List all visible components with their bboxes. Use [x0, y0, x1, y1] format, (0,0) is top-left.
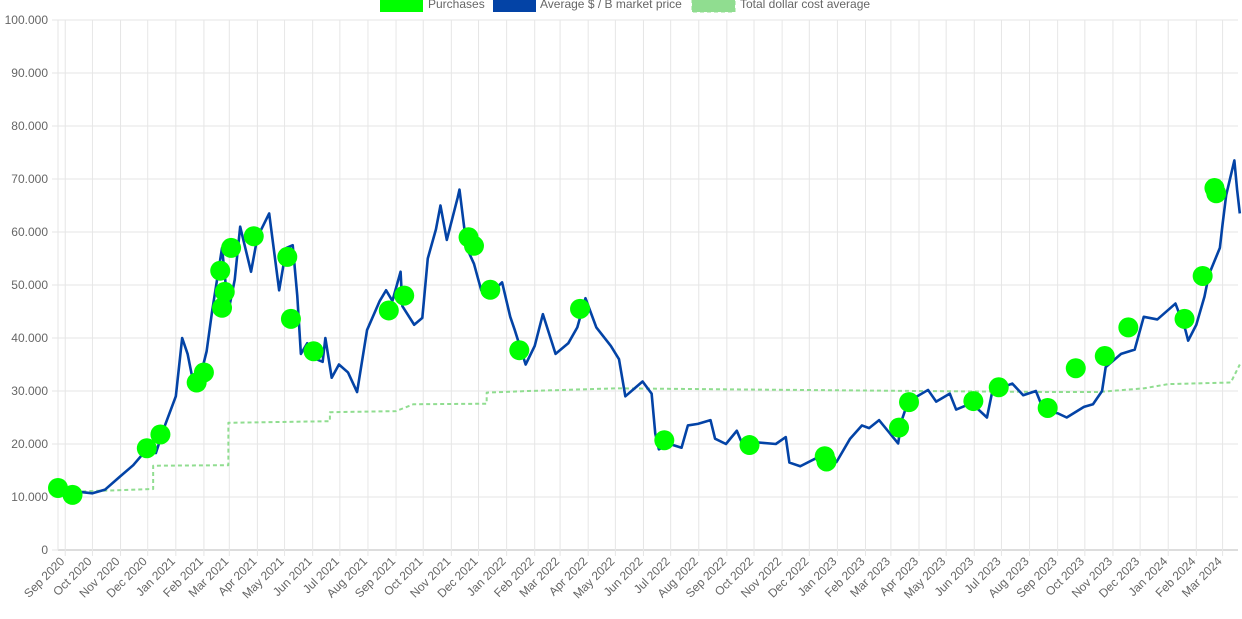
legend-swatch-purchases [380, 0, 423, 12]
legend-item-average-price[interactable]: Average $ / B market price [493, 0, 682, 12]
purchase-point[interactable] [193, 362, 214, 383]
legend-label-purchases: Purchases [428, 0, 485, 11]
grid-lines [58, 19, 1238, 556]
y-tick-label: 60.000 [11, 225, 48, 239]
purchase-point[interactable] [243, 226, 264, 247]
legend-label-cost-average: Total dollar cost average [740, 0, 870, 11]
purchase-point[interactable] [1037, 397, 1058, 418]
purchase-point[interactable] [1065, 358, 1086, 379]
purchase-point[interactable] [463, 235, 484, 256]
purchase-point[interactable] [1206, 183, 1227, 204]
y-tick-label: 90.000 [11, 66, 48, 80]
y-tick-label: 10.000 [11, 490, 48, 504]
y-tick-label: 100.000 [5, 13, 49, 27]
y-tick-label: 30.000 [11, 384, 48, 398]
purchase-markers [48, 178, 1227, 505]
purchase-point[interactable] [378, 300, 399, 321]
legend-item-purchases[interactable]: Purchases [380, 0, 485, 12]
y-tick-label: 70.000 [11, 172, 48, 186]
legend-swatch-cost-average [691, 0, 736, 13]
purchase-point[interactable] [280, 308, 301, 329]
y-tick-label: 80.000 [11, 119, 48, 133]
purchase-point[interactable] [221, 237, 242, 258]
purchase-point[interactable] [214, 281, 235, 302]
purchase-point[interactable] [62, 484, 83, 505]
purchase-point[interactable] [480, 279, 501, 300]
y-tick-label: 0 [41, 543, 48, 557]
purchase-point[interactable] [210, 260, 231, 281]
legend: Purchases Average $ / B market price Tot… [380, 0, 870, 13]
purchase-point[interactable] [739, 435, 760, 456]
purchase-point[interactable] [570, 298, 591, 319]
purchase-point[interactable] [654, 430, 675, 451]
legend-swatch-average-price [493, 0, 536, 12]
series-line-average-price [57, 159, 1242, 497]
purchase-point[interactable] [1192, 265, 1213, 286]
series-layer [57, 159, 1242, 497]
series-line-cost-average [58, 364, 1241, 493]
purchase-point[interactable] [899, 392, 920, 413]
y-tick-label: 50.000 [11, 278, 48, 292]
purchase-point[interactable] [988, 377, 1009, 398]
purchase-point[interactable] [509, 340, 530, 361]
legend-label-average-price: Average $ / B market price [540, 0, 682, 11]
y-tick-label: 20.000 [11, 437, 48, 451]
purchase-point[interactable] [212, 297, 233, 318]
purchase-point[interactable] [889, 417, 910, 438]
purchase-point[interactable] [816, 451, 837, 472]
purchase-point[interactable] [303, 341, 324, 362]
purchase-point[interactable] [150, 424, 171, 445]
y-tick-label: 40.000 [11, 331, 48, 345]
purchase-point[interactable] [963, 391, 984, 412]
purchase-point[interactable] [277, 246, 298, 267]
axes: 0 10.000 20.000 30.000 40.000 50.000 60.000 70.… [5, 13, 1225, 601]
purchase-point[interactable] [394, 285, 415, 306]
purchase-point[interactable] [1094, 346, 1115, 367]
purchase-point[interactable] [1118, 317, 1139, 338]
purchase-point[interactable] [136, 438, 157, 459]
purchase-point[interactable] [1174, 308, 1195, 329]
legend-item-cost-average[interactable]: Total dollar cost average [691, 0, 870, 13]
